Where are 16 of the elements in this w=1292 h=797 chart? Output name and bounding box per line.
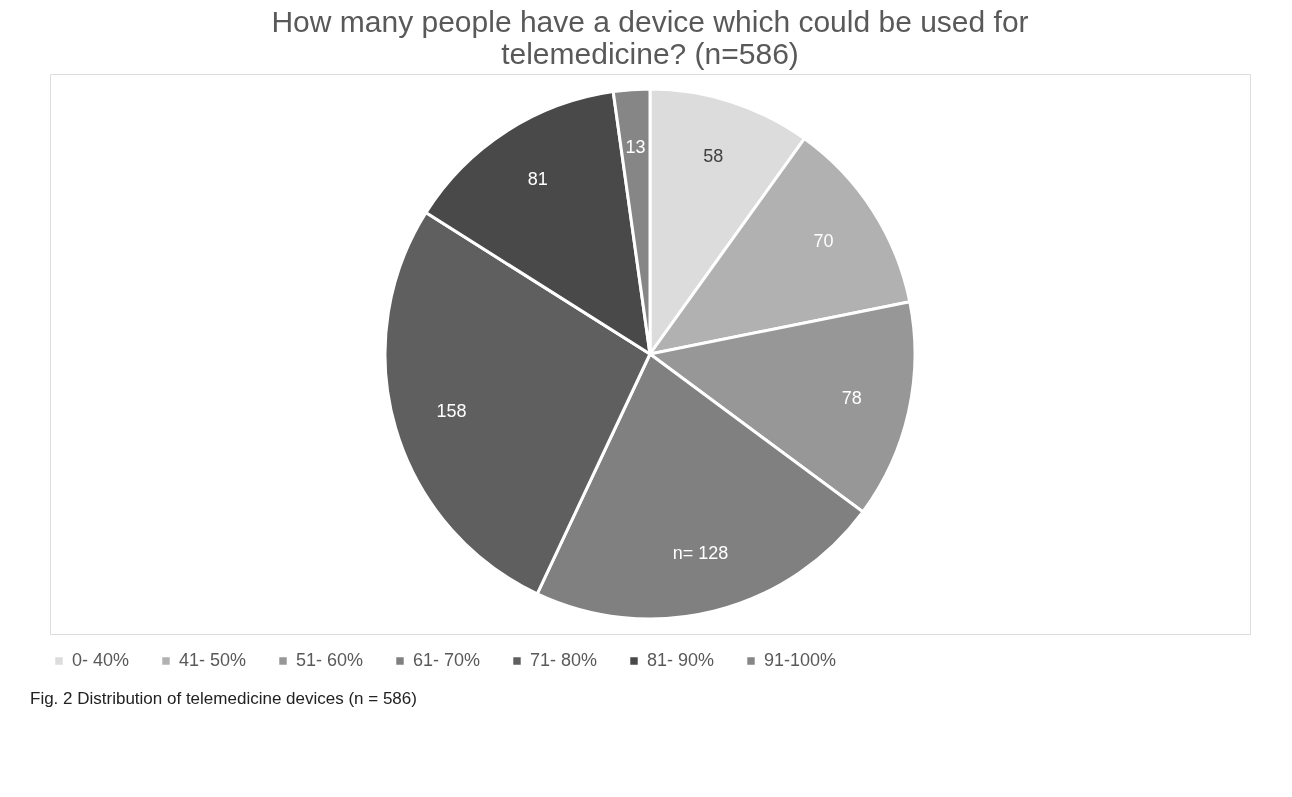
data-label: 58: [703, 146, 724, 167]
legend-label: 81- 90%: [647, 650, 715, 670]
legend-label: 91-100%: [764, 650, 837, 670]
legend-label: 0- 40%: [72, 650, 130, 670]
data-label: 70: [813, 230, 834, 251]
data-label: 13: [625, 136, 646, 157]
legend-label: 61- 70%: [413, 650, 481, 670]
data-label: 158: [436, 400, 467, 421]
legend-label: 51- 60%: [296, 650, 364, 670]
chart-title: How many people have a device which could be used for telemedicine? (n=586): [271, 5, 1029, 70]
data-label: n= 128: [672, 543, 729, 564]
data-label: 78: [841, 388, 862, 409]
data-label: 81: [527, 169, 548, 190]
caption: Fig. 2 Distribution of telemedicine devices (n = 586): [30, 689, 417, 708]
legend-label: 71- 80%: [530, 650, 598, 670]
legend-label: 41- 50%: [179, 650, 247, 670]
